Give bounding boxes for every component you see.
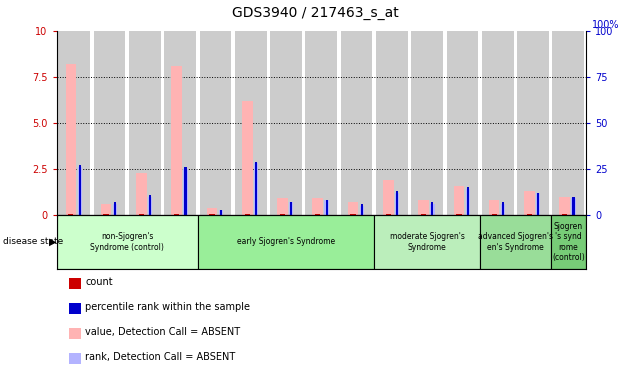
Bar: [255, 162, 257, 215]
Bar: [551, 215, 586, 269]
Bar: [149, 195, 151, 215]
Bar: [77, 167, 82, 215]
Text: disease state: disease state: [3, 237, 64, 247]
Bar: [101, 204, 112, 215]
Bar: [136, 173, 147, 215]
Bar: [114, 202, 116, 215]
Bar: [432, 202, 433, 215]
Bar: [376, 31, 408, 215]
Bar: [148, 197, 152, 215]
Bar: [183, 169, 188, 215]
Bar: [235, 31, 266, 215]
Bar: [270, 31, 302, 215]
Bar: [562, 214, 568, 215]
Bar: [482, 31, 513, 215]
Text: percentile rank within the sample: percentile rank within the sample: [85, 302, 250, 312]
Bar: [242, 101, 253, 215]
Bar: [171, 66, 182, 215]
Bar: [360, 206, 364, 215]
Bar: [374, 215, 480, 269]
Bar: [489, 200, 500, 215]
Bar: [207, 208, 217, 215]
Bar: [421, 214, 427, 215]
Bar: [59, 31, 90, 215]
Text: ▶: ▶: [49, 237, 57, 247]
Text: Sjogren
's synd
rome
(control): Sjogren 's synd rome (control): [552, 222, 585, 262]
Bar: [306, 31, 337, 215]
Bar: [456, 214, 462, 215]
Bar: [66, 64, 76, 215]
Bar: [200, 31, 231, 215]
Bar: [395, 193, 399, 215]
Text: count: count: [85, 277, 113, 287]
Bar: [280, 214, 285, 215]
Text: 100%: 100%: [592, 20, 620, 30]
Bar: [79, 165, 81, 215]
Bar: [312, 199, 323, 215]
Bar: [324, 200, 329, 215]
Text: advanced Sjogren's
en's Syndrome: advanced Sjogren's en's Syndrome: [478, 232, 553, 252]
Bar: [361, 204, 363, 215]
Bar: [467, 187, 469, 215]
Bar: [466, 189, 470, 215]
Bar: [447, 31, 478, 215]
Bar: [174, 214, 180, 215]
Bar: [209, 214, 215, 215]
Bar: [573, 197, 575, 215]
Bar: [502, 202, 504, 215]
Bar: [290, 202, 292, 215]
Bar: [350, 214, 356, 215]
Bar: [326, 200, 328, 215]
Bar: [537, 193, 539, 215]
Bar: [527, 214, 532, 215]
Bar: [198, 215, 374, 269]
Bar: [348, 202, 358, 215]
Bar: [289, 202, 294, 215]
Bar: [411, 31, 443, 215]
Bar: [491, 214, 497, 215]
Bar: [315, 214, 321, 215]
Bar: [220, 210, 222, 215]
Text: early Sjogren's Syndrome: early Sjogren's Syndrome: [237, 237, 335, 247]
Bar: [68, 214, 74, 215]
Bar: [219, 210, 223, 215]
Bar: [571, 199, 576, 215]
Bar: [94, 31, 125, 215]
Text: GDS3940 / 217463_s_at: GDS3940 / 217463_s_at: [232, 6, 398, 20]
Text: value, Detection Call = ABSENT: value, Detection Call = ABSENT: [85, 327, 240, 337]
Text: moderate Sjogren's
Syndrome: moderate Sjogren's Syndrome: [390, 232, 464, 252]
Bar: [57, 215, 198, 269]
Text: rank, Detection Call = ABSENT: rank, Detection Call = ABSENT: [85, 352, 235, 362]
Bar: [386, 214, 391, 215]
Bar: [524, 191, 535, 215]
Bar: [454, 185, 464, 215]
Bar: [113, 204, 117, 215]
Bar: [536, 193, 541, 215]
Bar: [103, 214, 109, 215]
Bar: [277, 199, 288, 215]
Bar: [430, 204, 435, 215]
Bar: [418, 200, 429, 215]
Bar: [383, 180, 394, 215]
Bar: [559, 197, 570, 215]
Bar: [480, 215, 551, 269]
Text: non-Sjogren's
Syndrome (control): non-Sjogren's Syndrome (control): [90, 232, 164, 252]
Bar: [517, 31, 549, 215]
Bar: [501, 204, 505, 215]
Bar: [341, 31, 372, 215]
Bar: [164, 31, 196, 215]
Bar: [244, 214, 250, 215]
Bar: [185, 167, 186, 215]
Bar: [553, 31, 584, 215]
Bar: [129, 31, 161, 215]
Bar: [139, 214, 144, 215]
Bar: [396, 191, 398, 215]
Bar: [254, 164, 258, 215]
